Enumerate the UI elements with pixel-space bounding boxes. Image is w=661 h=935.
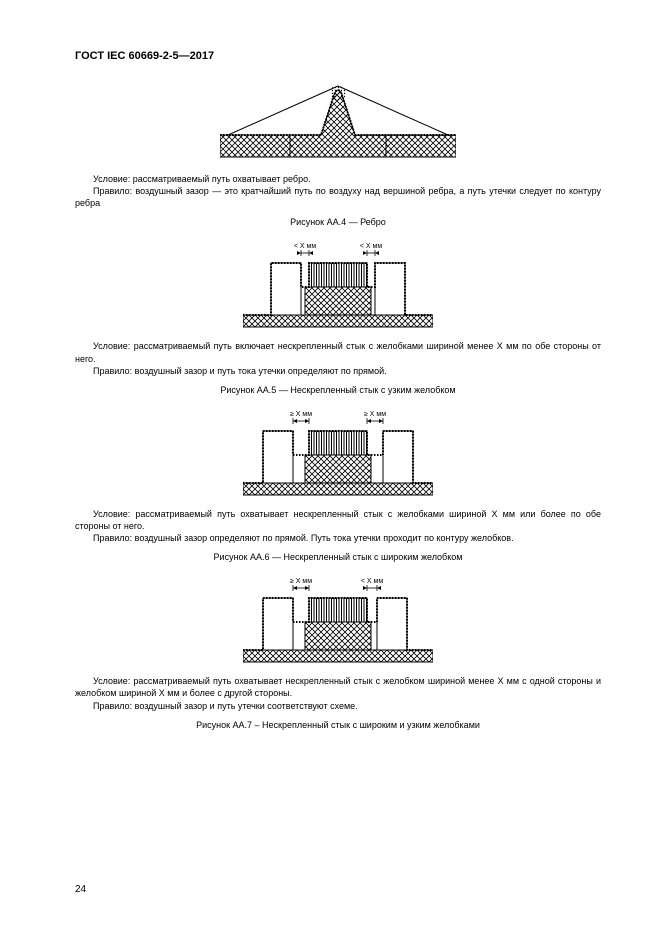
fig6-label-left: ≥ X мм — [290, 411, 312, 418]
fig6-condition: Условие: рассматриваемый путь охватывает… — [75, 508, 601, 532]
fig5-rule: Правило: воздушный зазор и путь тока уте… — [75, 365, 601, 377]
figure-aa7: ≥ X мм < X мм — [75, 572, 601, 669]
fig5-caption: Рисунок АА.5 — Нескрепленный стык с узки… — [75, 385, 601, 395]
figure-aa5: < X мм < X мм — [75, 237, 601, 334]
figure-aa6-svg: ≥ X мм ≥ X мм — [243, 405, 433, 497]
fig5-label-left: < X мм — [294, 243, 316, 250]
fig5-text: Условие: рассматриваемый путь включает н… — [75, 340, 601, 376]
figure-aa5-svg: < X мм < X мм — [243, 237, 433, 329]
fig5-condition: Условие: рассматриваемый путь включает н… — [75, 340, 601, 364]
fig7-caption: Рисунок АА.7 – Нескрепленный стык с широ… — [75, 720, 601, 730]
figure-aa7-svg: ≥ X мм < X мм — [243, 572, 433, 664]
fig6-text: Условие: рассматриваемый путь охватывает… — [75, 508, 601, 544]
document-header: ГОСТ IEC 60669-2-5—2017 — [75, 50, 601, 62]
fig7-rule: Правило: воздушный зазор и путь утечки с… — [75, 700, 601, 712]
fig7-text: Условие: рассматриваемый путь охватывает… — [75, 675, 601, 711]
fig4-condition: Условие: рассматриваемый путь охватывает… — [75, 173, 601, 185]
page-number: 24 — [75, 884, 86, 895]
fig6-caption: Рисунок АА.6 — Нескрепленный стык с широ… — [75, 552, 601, 562]
fig6-rule: Правило: воздушный зазор определяют по п… — [75, 532, 601, 544]
figure-aa4-svg — [220, 80, 456, 162]
page: ГОСТ IEC 60669-2-5—2017 — [0, 0, 661, 935]
fig5-label-right: < X мм — [360, 243, 382, 250]
figure-aa4 — [75, 80, 601, 167]
fig6-label-right: ≥ X мм — [364, 411, 386, 418]
fig7-condition: Условие: рассматриваемый путь охватывает… — [75, 675, 601, 699]
fig4-text: Условие: рассматриваемый путь охватывает… — [75, 173, 601, 209]
fig4-rule: Правило: воздушный зазор — это кратчайши… — [75, 185, 601, 209]
figure-aa6: ≥ X мм ≥ X мм — [75, 405, 601, 502]
fig4-caption: Рисунок АА.4 — Ребро — [75, 217, 601, 227]
fig7-label-left: ≥ X мм — [290, 578, 312, 585]
fig7-label-right: < X мм — [361, 578, 383, 585]
